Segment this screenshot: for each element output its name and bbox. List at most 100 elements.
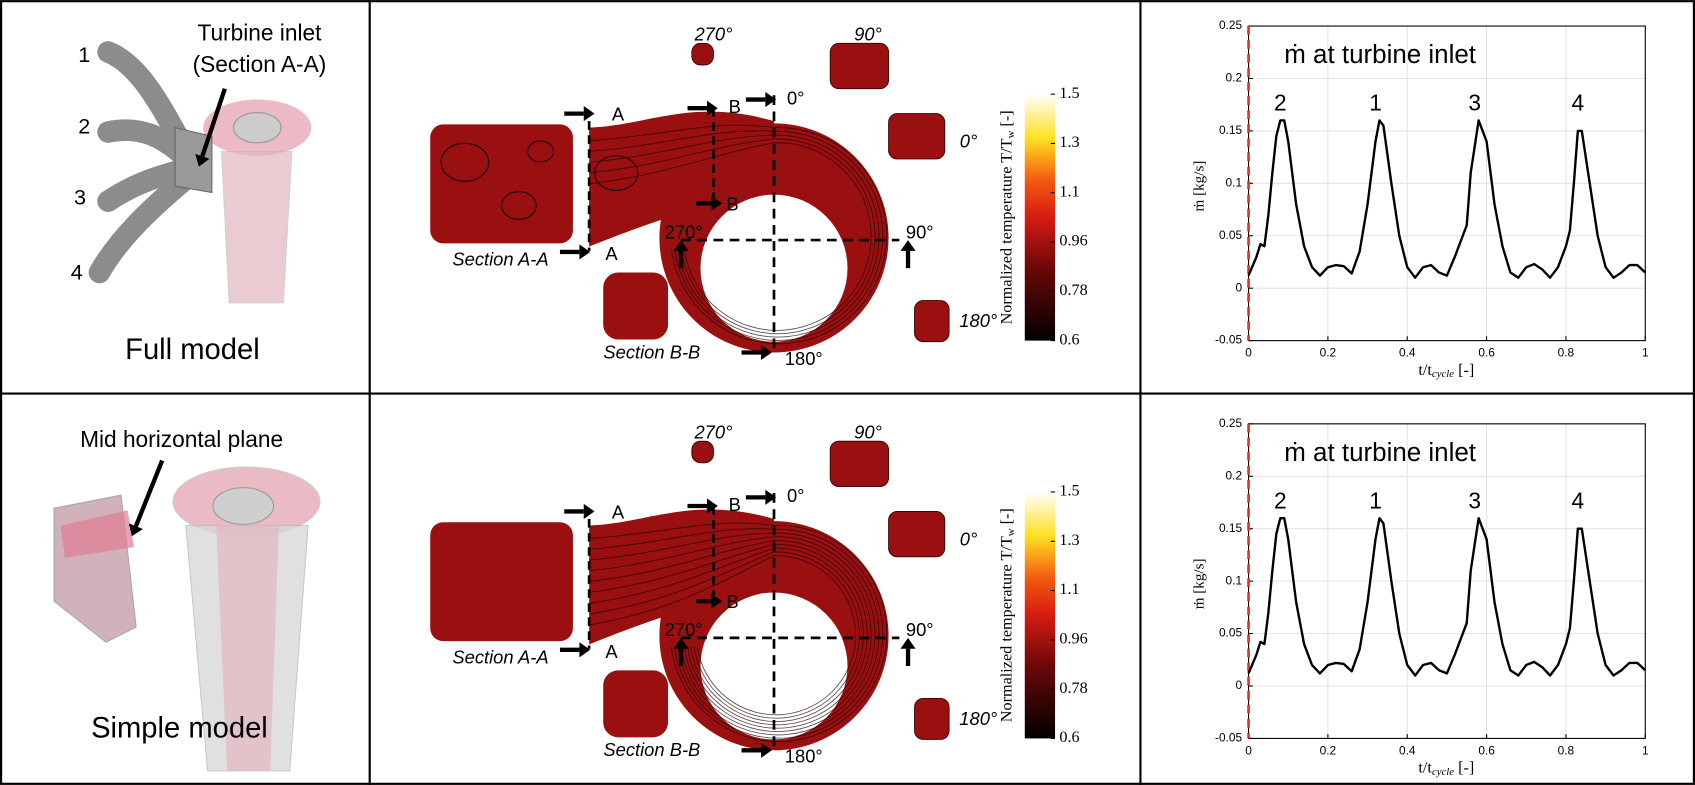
cut-label: B [726,591,738,612]
thumbnail-angle: 270° [693,24,732,45]
cut-label: B [726,193,738,214]
peak-label: 1 [1369,90,1382,116]
inlet-number: 4 [71,259,83,284]
peak-label: 2 [1274,487,1287,513]
thumbnail-angle: 0° [960,131,978,152]
colorbar-label: Normalized temperature T/Tw [-] [997,110,1017,324]
chart-title: ṁ at turbine inlet [1284,439,1477,467]
cut-label: A [605,641,618,662]
colorbar-tick-label: 0.78 [1059,679,1087,697]
section-b-contour [603,670,668,737]
thumbnail-angle: 180° [959,310,997,331]
section-thumbnail [692,43,714,65]
section-label: Section B-B [603,739,700,760]
colorbar-tick-label: 1.3 [1059,531,1079,549]
colorbar-label-main: Normalized temperature T/T [997,536,1015,722]
section-label: Section B-B [603,341,700,362]
colorbar-tick-label: 0.96 [1059,630,1087,648]
colorbar-tick-label: 1.5 [1059,482,1079,500]
y-tick-label: 0.05 [1219,626,1243,640]
inlet-number: 3 [74,185,86,210]
arrow-head [579,642,590,657]
colorbar-label-suffix: [-] [997,110,1015,130]
peak-label: 2 [1274,90,1287,116]
x-tick-label: 1 [1642,346,1649,360]
callout-text: (Section A-A) [193,51,327,77]
section-thumbnail [889,511,945,556]
colorbar-label-main: Normalized temperature T/T [997,138,1015,324]
peak-label: 4 [1572,90,1585,116]
y-tick-label: -0.05 [1215,731,1242,745]
inlet-number: 1 [78,42,90,67]
thumbnail-angle: 90° [854,24,882,45]
x-tick-label: 1 [1642,744,1649,758]
section-a-contour [430,522,573,641]
x-tick-label: 0.2 [1320,346,1337,360]
colorbar-label-sub: w [1005,130,1017,138]
x-axis-label-main: t/t [1418,361,1432,379]
section-a-contour [430,124,573,243]
y-tick-label: 0 [1235,678,1242,692]
cut-label: B [729,494,741,515]
colorbar-tick-label: 1.3 [1059,133,1079,151]
colorbar-tick-label: 0.6 [1059,330,1079,348]
section-label: Section A-A [452,248,548,269]
arrow-head [584,106,595,121]
peak-label: 3 [1468,90,1481,116]
colorbar-tick-label: 1.5 [1059,84,1079,102]
x-axis-label-main: t/t [1418,758,1432,776]
x-tick-label: 0.8 [1558,744,1575,758]
angle-label: 180° [785,746,823,767]
row: Mid horizontal planeSimple modelAABB0°90… [54,416,1649,779]
callout-text: Turbine inlet [197,20,322,46]
colorbar-label-suffix: [-] [997,508,1015,528]
section-b-contour [603,273,668,340]
angle-label: 270° [665,619,703,640]
x-tick-label: 0.2 [1320,744,1337,758]
colorbar-label: Normalized temperature T/Tw [-] [997,508,1017,722]
x-tick-label: 0.4 [1399,744,1416,758]
model-label: Simple model [91,712,268,744]
y-axis-label: ṁ [kg/s] [1191,558,1207,609]
page: { "rows": [ { "model": {"label": "Full m… [0,0,1695,785]
y-tick-label: -0.05 [1215,333,1242,347]
arrow-head [579,244,590,259]
colorbar [1025,94,1055,340]
y-tick-label: 0.25 [1219,18,1243,32]
cut-label: A [612,104,625,125]
arrow-head [584,504,595,519]
y-tick-label: 0.2 [1226,468,1243,482]
angle-label: 90° [906,619,934,640]
x-tick-label: 0.6 [1478,744,1495,758]
angle-label: 270° [665,221,703,242]
section-thumbnail [889,114,945,159]
colorbar-tick-label: 1.1 [1059,182,1079,200]
section-label: Section A-A [452,646,548,667]
inlet-number: 2 [78,113,90,138]
outlet-cone [222,151,292,302]
x-axis-label: t/tcycle [-] [1418,758,1474,778]
cut-label: A [612,501,625,522]
x-axis-label: t/tcycle [-] [1418,361,1474,381]
thumbnail-angle: 180° [959,708,997,729]
x-tick-label: 0.8 [1558,346,1575,360]
y-tick-label: 0 [1235,280,1242,294]
x-axis-label-sub: cycle [1432,369,1454,381]
colorbar-tick-label: 0.78 [1059,281,1087,299]
turbine-wheel [213,488,274,525]
peak-label: 4 [1572,487,1585,513]
angle-label: 90° [906,221,934,242]
x-tick-label: 0.4 [1399,346,1416,360]
x-axis-label-suffix: [-] [1454,758,1474,776]
section-thumbnail [915,301,950,342]
thumbnail-angle: 90° [854,421,882,442]
colorbar-tick-label: 0.96 [1059,232,1087,250]
section-thumbnail [692,441,714,463]
figure: Turbine inlet(Section A-A)1234Full model… [0,0,1695,785]
cut-label: B [729,96,741,117]
